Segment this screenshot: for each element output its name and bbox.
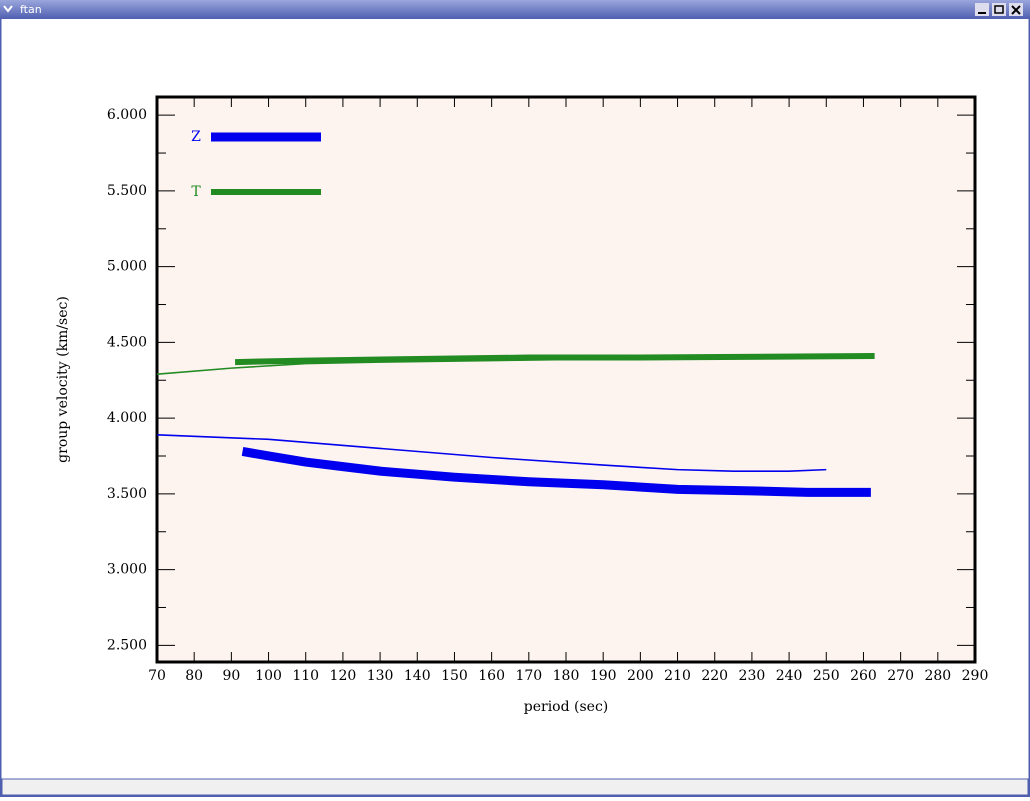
x-tick-label: 220 [701,668,728,684]
y-tick-label: 3.000 [107,562,147,578]
x-tick-label: 240 [776,668,803,684]
x-tick-label: 70 [148,668,166,684]
y-tick-label: 3.500 [107,486,147,502]
y-tick-label: 2.500 [107,637,147,653]
title-bar [0,0,1030,19]
plot-background [157,97,975,662]
y-tick-label: 5.500 [107,183,147,199]
x-tick-label: 210 [664,668,691,684]
x-tick-label: 90 [222,668,240,684]
x-tick-label: 270 [887,668,914,684]
x-tick-label: 140 [404,668,431,684]
x-tick-label: 190 [590,668,617,684]
x-tick-label: 230 [739,668,766,684]
y-tick-label: 5.000 [107,259,147,275]
x-tick-label: 120 [330,668,357,684]
x-tick-label: 250 [813,668,840,684]
window-title: ftan [20,3,42,16]
y-axis-label: group velocity (km/sec) [55,296,71,463]
x-tick-label: 290 [962,668,989,684]
x-tick-label: 130 [367,668,394,684]
x-tick-label: 80 [185,668,203,684]
x-tick-label: 280 [924,668,951,684]
y-tick-label: 4.500 [107,334,147,350]
y-tick-label: 6.000 [107,107,147,123]
legend-label: Z [191,129,201,145]
legend-label: T [191,184,201,200]
series-line [241,447,871,497]
x-tick-label: 110 [292,668,319,684]
series-line [156,433,827,472]
x-axis-label: period (sec) [524,699,609,715]
minimize-button[interactable] [975,3,989,16]
x-tick-label: 150 [441,668,468,684]
maximize-button[interactable] [992,3,1006,16]
x-tick-label: 100 [255,668,282,684]
status-bar [1,778,1029,796]
plot-border [155,95,977,664]
window-controls [975,3,1023,16]
plot: 70 80 90 100 110 120 130 140 150 160 170 180 190 200 2… [55,95,989,715]
x-tick-label: 170 [515,668,542,684]
x-tick-label: 160 [478,668,505,684]
x-tick-label: 180 [553,668,580,684]
y-tick-label: 4.000 [107,410,147,426]
x-tick-label: 200 [627,668,654,684]
series-line [156,356,827,375]
menu-button[interactable] [3,5,13,13]
x-tick-label: 260 [850,668,877,684]
